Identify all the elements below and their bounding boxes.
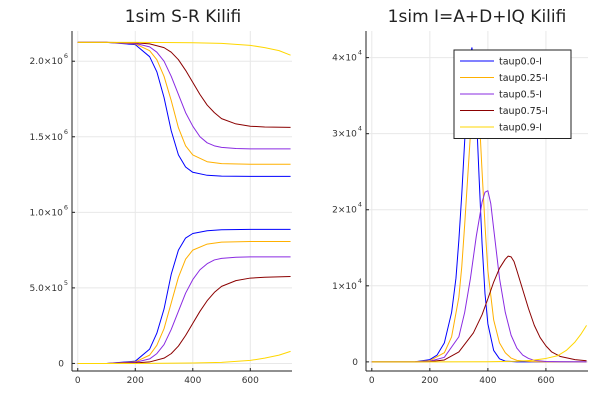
y-tick-label: 2×104 [332,201,362,216]
series-line [77,41,291,128]
series-line [371,190,587,363]
y-tick-label: 3×104 [332,125,362,140]
legend-label: taup0.5-I [499,90,542,101]
x-tick-label: 200 [127,376,144,386]
series-line [371,47,587,363]
series-line [77,350,291,364]
y-tick-label: 1.5×106 [30,128,68,143]
series-line [77,276,291,364]
x-tick-label: 200 [421,376,438,386]
chart-title: 1sim I=A+D+IQ Kilifi [388,7,567,27]
series-line [371,255,587,363]
x-tick-label: 400 [479,376,496,386]
x-tick-label: 600 [242,376,259,386]
legend-label: taup0.75-I [499,106,548,117]
y-tick-label: 5.0×105 [30,279,68,294]
legend-label: taup0.25-I [499,73,548,84]
y-tick-label: 1.0×106 [30,203,68,218]
series-line [371,325,587,363]
series-line [77,41,291,165]
chart-title: 1sim S-R Kilifi [125,7,242,27]
series-line [77,228,291,364]
x-tick-label: 0 [75,376,81,386]
series-line [77,41,291,177]
y-tick-label: 4×104 [332,49,362,64]
legend-label: taup0.9-I [499,123,542,134]
series-line [77,241,291,364]
x-tick-label: 0 [369,376,375,386]
series-line [77,41,291,150]
y-tick-label: 0 [58,359,64,369]
x-tick-label: 400 [184,376,201,386]
series-line [77,41,291,56]
y-tick-label: 2.0×106 [30,52,68,67]
series-line [77,256,291,364]
y-tick-label: 1×104 [332,277,362,292]
legend-label: taup0.0-I [499,57,542,68]
x-tick-label: 600 [537,376,554,386]
y-tick-label: 0 [352,358,358,368]
